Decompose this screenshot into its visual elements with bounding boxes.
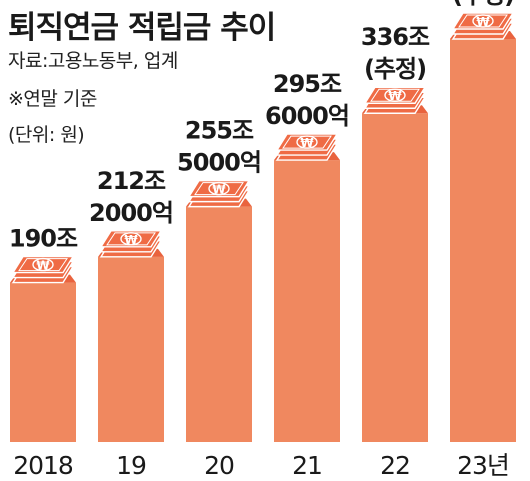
bar [186, 206, 252, 442]
data-label: (추정) [364, 55, 426, 83]
banknote-circle [384, 88, 406, 102]
unit-note: (단위: 원) [8, 124, 85, 146]
banknote-circle [208, 181, 230, 196]
banknote-sheet [187, 179, 251, 198]
data-label: 295조 [273, 70, 342, 98]
data-label: 5000억 [177, 149, 261, 177]
bar [450, 39, 516, 442]
won-symbol: ₩ [388, 89, 402, 103]
bar-group: ₩255조 5000억 20 [177, 117, 262, 480]
x-tick-label: 22 [380, 451, 410, 480]
x-tick-label: 2018 [13, 451, 73, 480]
x-tick-label: 19 [116, 451, 146, 480]
bar [274, 160, 340, 442]
won-banknote-stack-icon: ₩ [187, 179, 251, 208]
won-banknote-stack-icon: ₩ [451, 12, 515, 40]
banknote-sheet [99, 230, 163, 248]
won-symbol: ₩ [476, 15, 490, 29]
data-label: 2000억 [89, 199, 173, 227]
chart-title: 퇴직연금 적립금 추이 [8, 10, 276, 46]
banknote-circle [32, 257, 54, 272]
banknote-sheet [451, 12, 515, 30]
won-banknote-stack-icon: ₩ [99, 230, 163, 258]
won-banknote-stack-icon: ₩ [363, 86, 427, 114]
won-banknote-stack-icon: ₩ [275, 133, 339, 161]
data-label: 336조 [361, 23, 430, 51]
basis-note: ※연말 기준 [8, 88, 97, 110]
bar-group: ₩190조 2018 [9, 225, 79, 480]
x-tick-label: 21 [292, 451, 322, 480]
bar-group: ₩212조 2000억 19 [89, 167, 174, 480]
won-symbol: ₩ [36, 259, 50, 273]
bar-group: ₩336조 (추정) 22 [361, 23, 431, 480]
bar [362, 113, 428, 443]
bar-group: ₩295조 6000억 21 [265, 70, 350, 480]
bar [98, 256, 164, 442]
won-symbol: ₩ [124, 233, 138, 247]
bar [10, 282, 76, 442]
x-tick-label: 23년 [457, 451, 509, 480]
banknote-sheet [11, 255, 75, 274]
banknote-circle [120, 232, 142, 246]
source-note: 자료:고용노동부, 업계 [8, 50, 178, 72]
data-label: 190조 [9, 225, 78, 253]
won-symbol: ₩ [300, 136, 314, 150]
banknote-circle [472, 14, 494, 28]
data-label: 255조 [185, 117, 254, 145]
won-symbol: ₩ [212, 183, 226, 197]
data-label: (추정) [452, 0, 514, 9]
data-label: 212조 [97, 167, 166, 195]
banknote-sheet [275, 133, 339, 151]
data-label: 6000억 [265, 102, 349, 130]
banknote-sheet [363, 86, 427, 104]
x-tick-label: 20 [204, 451, 234, 480]
bar-group: ₩400조(추정)23년 [450, 0, 516, 480]
banknote-circle [296, 135, 318, 149]
won-banknote-stack-icon: ₩ [11, 255, 75, 284]
